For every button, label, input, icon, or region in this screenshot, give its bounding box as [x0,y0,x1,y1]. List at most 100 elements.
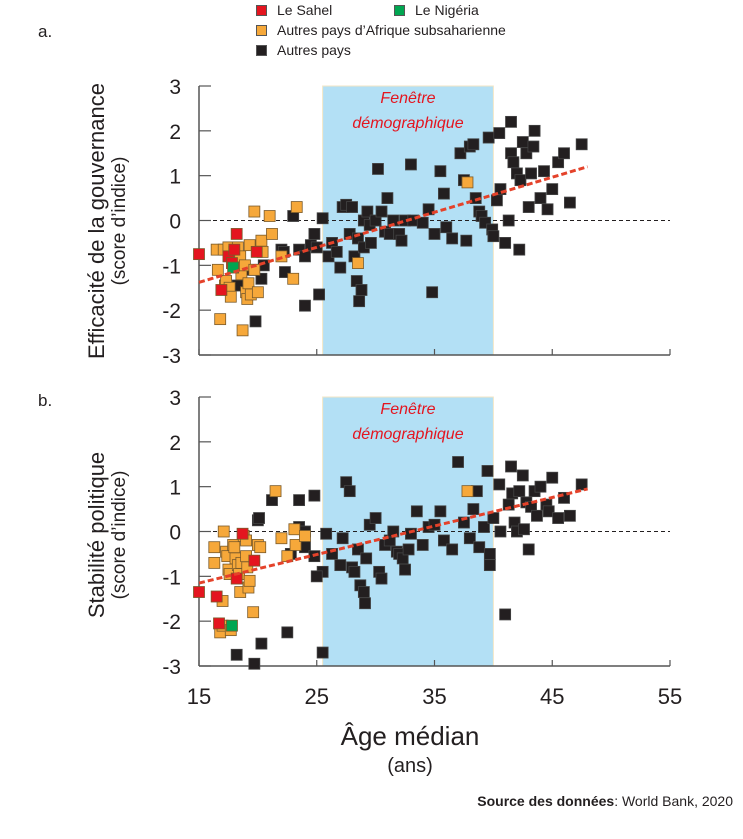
panel-a-point-autres-pays-d-afrique-subsaharienne [251,286,264,299]
panel-b-point-autres-pays-d-afrique-subsaharienne [269,485,282,498]
panel-b-point-le-sahel [236,527,249,540]
panel-a-point-autres-pays-d-afrique-subsaharienne [266,228,278,240]
legend-label-ssa: Autres pays d’Afrique subsaharienne [277,22,506,38]
panel-b-point-le-sahel [213,617,225,630]
panel-b-point-autres-pays [446,543,459,556]
panel-b-point-autres-pays [452,456,464,468]
panel-a-ytick-label: -3 [162,345,181,368]
panel-a-point-le-sahel [215,284,228,296]
legend-swatch-other [256,44,267,56]
panel-a-ytick-label: 1 [169,166,181,189]
panel-b-point-autres-pays-d-afrique-subsaharienne [217,525,230,538]
source-note: Source des données: World Bank, 2020 [477,793,733,809]
legend-row-2: Autres pays d’Afrique subsaharienne [256,20,506,40]
panel-a-point-autres-pays [499,237,512,249]
panel-a-point-le-sahel [193,248,205,261]
panel-b-point-autres-pays [316,646,329,659]
panel-a-point-autres-pays [395,234,408,247]
panel-b-point-autres-pays [348,565,361,578]
panel-a-point-autres-pays [514,174,527,187]
panel-b-ytick-label: 1 [169,477,181,500]
x-tick-label: 15 [187,684,211,709]
panel-b-point-autres-pays [375,572,388,585]
panel-a-point-autres-pays-d-afrique-subsaharienne [255,234,268,247]
panel-a-point-autres-pays [416,216,429,229]
panel-a-point-autres-pays [558,147,570,160]
panel-a-point-autres-pays-d-afrique-subsaharienne [248,205,261,218]
legend-swatch-sahel [256,4,267,16]
panel-b-point-autres-pays [438,534,450,547]
panel-a-point-autres-pays-d-afrique-subsaharienne [287,272,300,285]
panel-b-point-le-nig-ria [226,619,238,632]
panel-b-point-autres-pays [513,485,526,498]
panel-a-ytick-label: -2 [162,300,181,323]
panel-b-point-autres-pays-d-afrique-subsaharienne [247,606,260,619]
panel-b-point-autres-pays [405,527,417,540]
panel-a-point-autres-pays-d-afrique-subsaharienne [352,257,364,269]
panel-b-point-autres-pays [255,637,268,650]
panel-b-point-autres-pays [253,512,265,524]
source-rest: : World Bank, 2020 [614,793,733,809]
panel-a-point-autres-pays [299,299,311,312]
panel-a-point-le-sahel [250,245,263,258]
panel-b-ytick-label: -1 [162,566,181,589]
panel-b-point-autres-pays-d-afrique-subsaharienne [289,539,302,551]
x-axis-label: Âge médian (ans) [300,720,520,780]
panel-a-point-autres-pays-d-afrique-subsaharienne [211,263,224,276]
panel-b-point-autres-pays-d-afrique-subsaharienne [275,532,288,545]
panel-a-point-autres-pays [538,165,550,178]
panel-a-point-autres-pays [375,205,388,218]
panel-b-point-autres-pays [310,570,323,583]
panel-b-point-le-sahel [248,554,261,567]
legend-swatch-ssa [256,24,267,36]
panel-a-point-autres-pays [438,187,450,200]
panel-b-point-autres-pays [516,469,529,482]
panel-a-point-autres-pays-d-afrique-subsaharienne [236,324,249,337]
panel-b-point-autres-pays [483,559,496,572]
panel-b-point-autres-pays [531,509,543,522]
panel-b-point-autres-pays [564,509,576,522]
panel-b-point-autres-pays [505,460,517,473]
panel-b-point-autres-pays [359,597,371,610]
panel-b-point-autres-pays [542,505,555,518]
panel-b-point-autres-pays [481,465,494,477]
panel-a-point-autres-pays [467,138,480,151]
panel-b-ytick-label: -3 [162,656,181,679]
panel-a-ytick-label: 0 [169,211,181,234]
panel-a-point-autres-pays [528,124,541,137]
panel-a-point-autres-pays [564,196,576,209]
panel-a-point-autres-pays [381,192,394,204]
panel-a-point-autres-pays [249,315,262,328]
panel-a-point-autres-pays [334,261,347,274]
panel-b-point-autres-pays [434,505,447,518]
panel-a-point-autres-pays [299,250,311,263]
x-axis-label-sub: (ans) [387,755,433,777]
panel-a-letter: a. [38,22,53,41]
panel-b-point-autres-pays [467,503,480,515]
panel-a-point-autres-pays [460,234,473,247]
panel-b-point-autres-pays-d-afrique-subsaharienne [243,574,256,587]
panel-b-point-autres-pays [293,494,305,507]
panel-a-point-autres-pays [513,243,526,256]
panel-b-point-autres-pays-d-afrique-subsaharienne [254,541,267,554]
legend-row-3: Autres pays [256,40,506,60]
panel-a-point-autres-pays [493,127,506,139]
panel-a-point-autres-pays [527,140,540,153]
panel-b-ytick-label: 2 [169,432,181,455]
panel-a-point-le-nig-ria [227,261,240,274]
x-tick-label: 55 [658,684,682,709]
panel-b-point-autres-pays [230,648,243,661]
legend-label-nigeria: Le Nigéria [415,2,479,18]
panel-b-point-autres-pays [463,532,476,545]
panel-a-point-autres-pays-d-afrique-subsaharienne [243,239,256,252]
panel-b-point-autres-pays [343,485,356,498]
panel-b-point-autres-pays-d-afrique-subsaharienne [461,485,474,498]
x-tick-label: 45 [540,684,564,709]
panel-a-point-autres-pays [279,266,291,278]
panel-a-window-label-line1: Fenêtre [380,90,435,107]
panel-a-point-le-sahel [228,243,241,256]
panel-b-point-autres-pays [357,586,370,598]
panel-b-window-label-line2: démographique [352,426,463,443]
panel-b-point-autres-pays [575,478,588,491]
